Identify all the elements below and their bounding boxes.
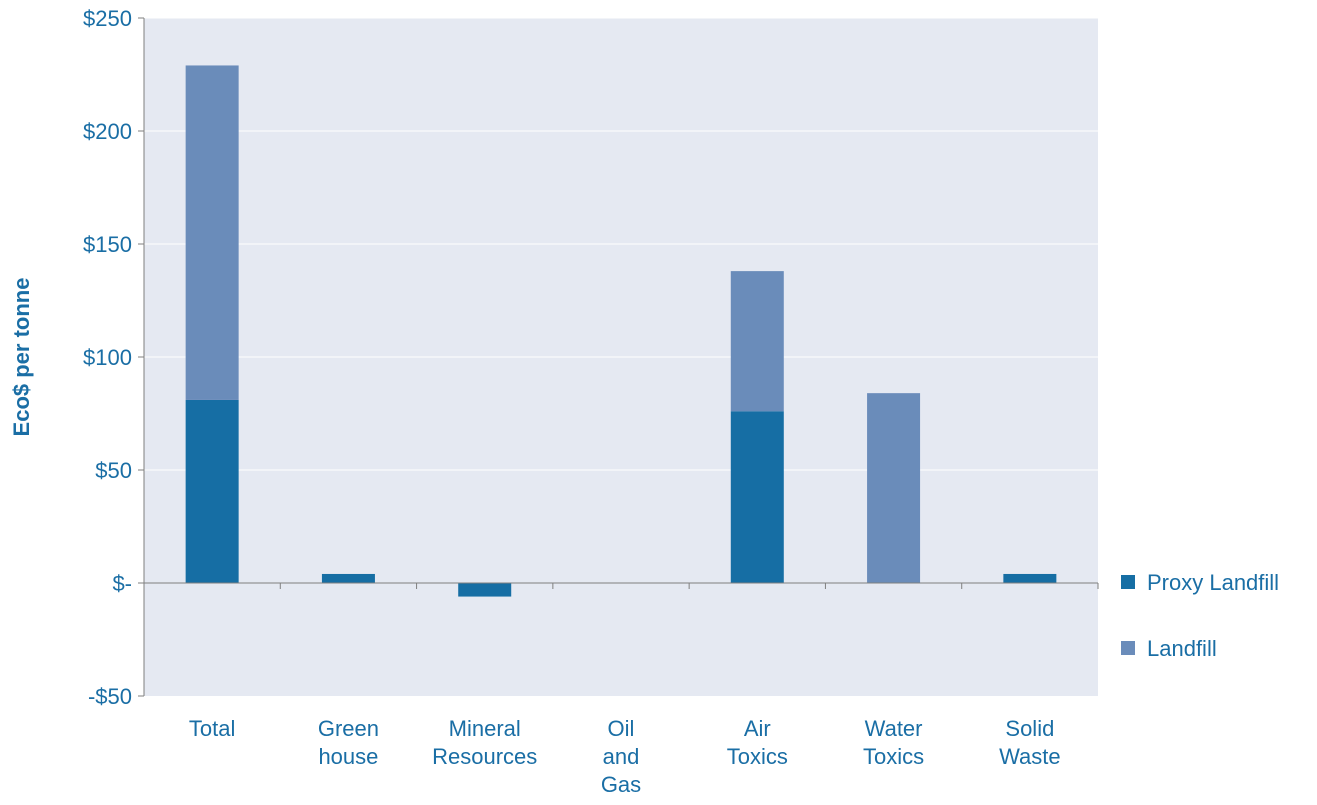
legend-swatch <box>1121 641 1135 655</box>
x-category-label: Solid Waste <box>999 716 1061 769</box>
y-tick-label: -$50 <box>88 684 132 709</box>
bars <box>185 65 1057 597</box>
y-tick-label: $50 <box>95 458 132 483</box>
x-category-labels: Total Green house Mineral Resources Oil and Gas… <box>189 716 1061 797</box>
gridlines <box>144 17 1098 471</box>
y-tick-label: $- <box>112 571 132 596</box>
y-axis-title: Eco$ per tonne <box>9 278 34 437</box>
bar-proxy-landfill <box>321 573 375 583</box>
x-category-label: Green house <box>318 716 379 769</box>
x-category-label: Air Toxics <box>727 716 788 769</box>
x-category-label: Mineral Resources <box>432 716 537 769</box>
bar-landfill <box>867 393 921 583</box>
bar-proxy-landfill <box>730 411 784 583</box>
bar-landfill <box>185 65 239 400</box>
y-tick-label: $200 <box>83 119 132 144</box>
bar-proxy-landfill <box>185 399 239 583</box>
y-tick-label: $250 <box>83 6 132 31</box>
bar-proxy-landfill <box>458 583 512 597</box>
legend-label: Landfill <box>1147 636 1217 661</box>
legend: Proxy Landfill Landfill <box>1121 570 1279 661</box>
x-category-label: Oil and Gas <box>601 716 641 797</box>
y-tick-labels: -$50 $- $50 $100 $150 $200 $250 <box>83 6 144 709</box>
x-category-label: Water Toxics <box>863 716 924 769</box>
x-category-label: Total <box>189 716 235 741</box>
legend-label: Proxy Landfill <box>1147 570 1279 595</box>
y-tick-label: $150 <box>83 232 132 257</box>
bar-proxy-landfill <box>1003 573 1057 583</box>
legend-swatch <box>1121 575 1135 589</box>
y-tick-label: $100 <box>83 345 132 370</box>
bar-landfill <box>730 271 784 412</box>
